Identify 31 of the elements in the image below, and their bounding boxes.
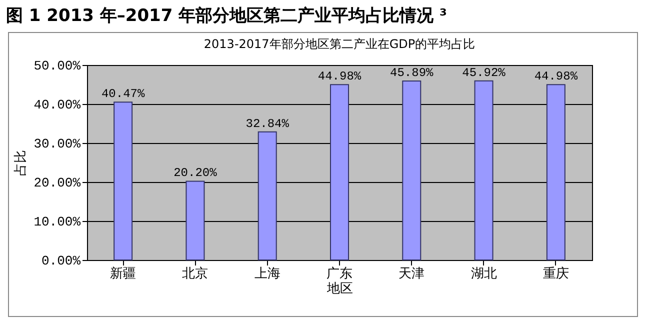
y-tick-label: 0.00% <box>41 254 81 268</box>
bar <box>186 180 205 260</box>
chart-title: 图 1 2013 年–2017 年部分地区第二产业平均占比情况 ³ <box>5 5 448 28</box>
bar <box>330 84 349 260</box>
x-tick-label: 上海 <box>254 266 280 282</box>
bar <box>546 84 566 260</box>
data-label: 45.89% <box>390 66 434 80</box>
bar <box>402 80 422 260</box>
x-tick-label: 广东 <box>326 266 352 282</box>
y-tick-label: 40.00% <box>34 98 81 112</box>
x-axis-title: 地区 <box>326 282 353 296</box>
x-tick-label: 重庆 <box>542 266 569 282</box>
y-axis-title: 占比 <box>14 150 29 176</box>
y-tick-label: 50.00% <box>34 58 81 74</box>
chart-subtitle: 2013-2017年部分地区第二产业在GDP的平均占比 <box>204 37 476 51</box>
data-label: 20.20% <box>174 166 218 180</box>
bar <box>474 80 494 260</box>
x-tick-label: 新疆 <box>110 266 136 282</box>
data-label: 40.47% <box>101 87 146 102</box>
y-tick-label: 20.00% <box>34 176 81 190</box>
x-tick-label: 湖北 <box>470 266 497 282</box>
data-label: 45.92% <box>462 66 506 80</box>
data-label: 44.98% <box>534 70 578 84</box>
data-label: 44.98% <box>318 70 362 84</box>
y-tick-label: 30.00% <box>34 136 81 152</box>
x-tick-label: 北京 <box>182 266 208 282</box>
y-tick-label: 10.00% <box>34 214 81 230</box>
bar <box>114 102 133 260</box>
bar <box>258 131 277 260</box>
data-label: 32.84% <box>246 116 290 131</box>
x-tick-label: 天津 <box>398 266 425 282</box>
